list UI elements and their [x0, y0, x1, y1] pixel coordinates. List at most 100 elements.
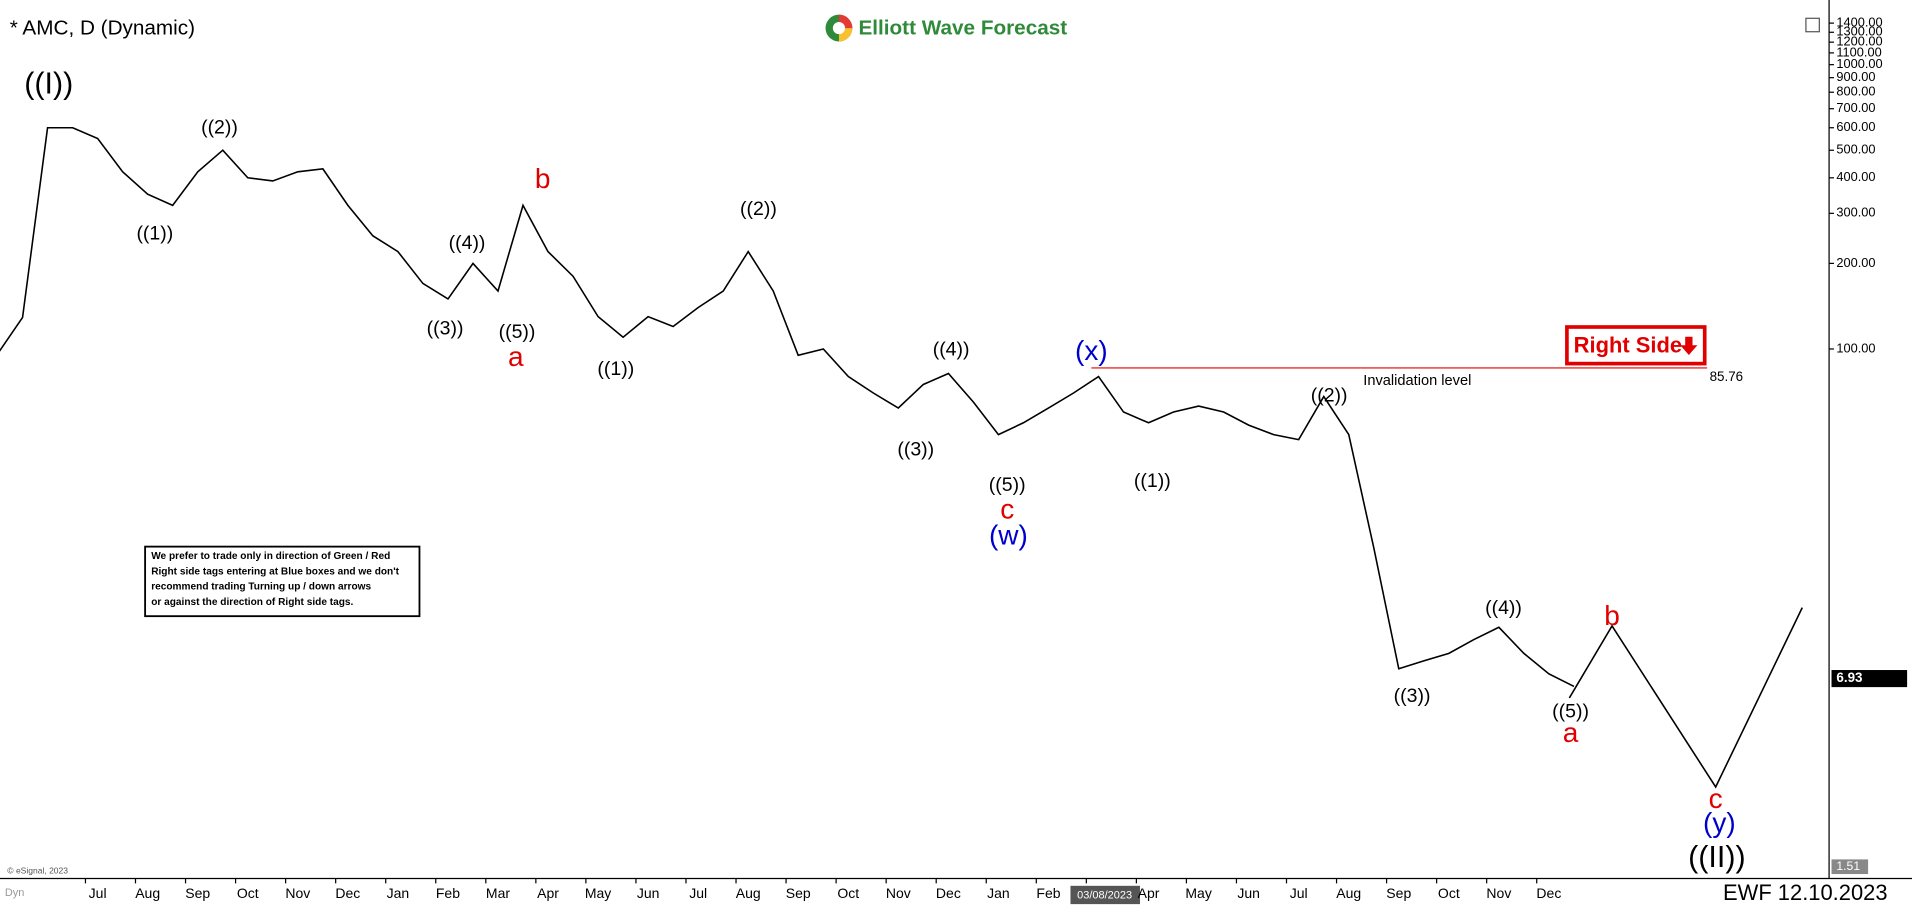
right-side-tag: Right Side [1565, 325, 1707, 366]
wave-label: (w) [989, 519, 1028, 550]
x-tick-label: Jun [1237, 885, 1260, 901]
copyright: © eSignal, 2023 [7, 865, 68, 875]
wave-label: ((4)) [933, 338, 970, 360]
x-tick-label: Apr [537, 885, 559, 901]
tag-frame [1565, 325, 1707, 366]
x-tick-label: Jul [689, 885, 707, 901]
wave-label: ((3)) [427, 318, 464, 340]
wave-label: ((3)) [897, 438, 934, 460]
wave-label: a [1563, 717, 1579, 748]
x-tick-label: May [1185, 885, 1211, 901]
note-box: We prefer to trade only in direction of … [144, 545, 421, 618]
x-tick-label: Aug [1336, 885, 1361, 901]
note-line: recommend trading Turning up / down arro… [151, 582, 371, 593]
y-tick-label: 500.00 [1836, 142, 1875, 157]
chart-title: * AMC, D (Dynamic) [10, 17, 195, 40]
wave-label: ((4)) [449, 232, 486, 254]
x-tick-label: Oct [1438, 885, 1460, 901]
x-tick-label: Oct [837, 885, 859, 901]
logo: Elliott Wave Forecast [825, 14, 1067, 42]
last-price-bg [1831, 670, 1908, 688]
x-tick-label: Dec [335, 885, 360, 901]
x-tick-label: Jun [637, 885, 660, 901]
x-tick-label: Sep [185, 885, 210, 901]
wave-label: b [1604, 600, 1620, 631]
wave-label: ((4)) [1485, 597, 1522, 619]
window-icon[interactable] [1805, 17, 1820, 33]
y-tick-label: 800.00 [1836, 84, 1875, 99]
wave-label: ((5)) [989, 474, 1026, 496]
x-tick-label: Nov [1486, 885, 1511, 901]
x-tick-label: Nov [886, 885, 911, 901]
y-tick-label: 300.00 [1836, 205, 1875, 220]
x-tick-label: Oct [237, 885, 259, 901]
wave-label: ((I)) [24, 66, 73, 100]
y-tick-label: 900.00 [1836, 69, 1875, 84]
tag-text: Right Side [1574, 332, 1682, 357]
low-price-label: 1.51 [1836, 859, 1860, 873]
y-tick-label: 1200.00 [1836, 34, 1882, 49]
x-tick-label: Feb [436, 885, 460, 901]
wave-label: ((1)) [1134, 470, 1171, 492]
brand: Elliott Wave Forecast [858, 17, 1067, 40]
wave-label: a [508, 341, 524, 372]
wave-label: ((5)) [1552, 701, 1589, 723]
x-tick-label: Mar [486, 885, 510, 901]
invalidation-value: 85.76 [1710, 369, 1744, 384]
tag-arrow [1680, 336, 1698, 356]
wave-label: ((2)) [1311, 385, 1348, 407]
low-price-bg [1831, 859, 1869, 875]
x-tick-label: Feb [1036, 885, 1060, 901]
y-tick-label: 400.00 [1836, 169, 1875, 184]
invalidation-text: Invalidation level [1363, 373, 1471, 389]
projection-path [1568, 607, 1803, 789]
note-line: We prefer to trade only in direction of … [151, 551, 390, 562]
note-line: Right side tags entering at Blue boxes a… [151, 566, 399, 577]
wave-label: ((3)) [1394, 685, 1431, 707]
wave-label: ((2)) [740, 198, 777, 220]
wave-label: ((1)) [136, 222, 173, 244]
x-tick-label: Dec [936, 885, 961, 901]
crosshair-label-bg [1070, 885, 1140, 905]
y-tick-label: 1000.00 [1836, 56, 1882, 71]
logo-center [832, 21, 846, 35]
last-price-label: 6.93 [1836, 670, 1862, 685]
x-tick-label: Dec [1536, 885, 1561, 901]
wave-label: b [535, 163, 551, 194]
wave-label: (x) [1075, 335, 1108, 366]
x-tick-label: Jul [89, 885, 107, 901]
y-tick-label: 1100.00 [1836, 44, 1881, 59]
x-tick-label: Nov [285, 885, 310, 901]
price-line [0, 126, 1575, 688]
note-frame [144, 545, 421, 618]
wave-label: ((1)) [597, 358, 634, 380]
x-tick-label: 03/08/2023 [1077, 889, 1132, 901]
wave-label: ((II)) [1688, 840, 1746, 874]
y-tick-label: 200.00 [1836, 255, 1875, 270]
y-tick-label: 100.00 [1836, 340, 1875, 355]
x-tick-label: Jan [987, 885, 1010, 901]
wave-label: ((5)) [499, 321, 536, 343]
note-line: or against the direction of Right side t… [151, 597, 353, 608]
y-tick-label: 700.00 [1836, 100, 1875, 115]
y-tick-label: 1400.00 [1836, 14, 1882, 29]
corner-tag: Dyn [5, 887, 25, 899]
x-tick-label: Jan [387, 885, 410, 901]
x-tick-label: Jul [1290, 885, 1308, 901]
footer: EWF 12.10.2023 [1723, 880, 1888, 905]
x-tick-label: May [585, 885, 611, 901]
wave-label: (y) [1703, 807, 1736, 838]
y-tick-label: 1300.00 [1836, 24, 1882, 39]
wave-label: ((2)) [201, 116, 238, 138]
x-tick-label: Apr [1138, 885, 1160, 901]
y-tick-label: 600.00 [1836, 119, 1875, 134]
wave-label: c [1709, 783, 1723, 814]
wave-label: c [1000, 494, 1014, 525]
x-tick-label: Aug [135, 885, 160, 901]
x-tick-label: Sep [1386, 885, 1411, 901]
x-tick-label: Aug [736, 885, 761, 901]
x-tick-label: Sep [786, 885, 811, 901]
